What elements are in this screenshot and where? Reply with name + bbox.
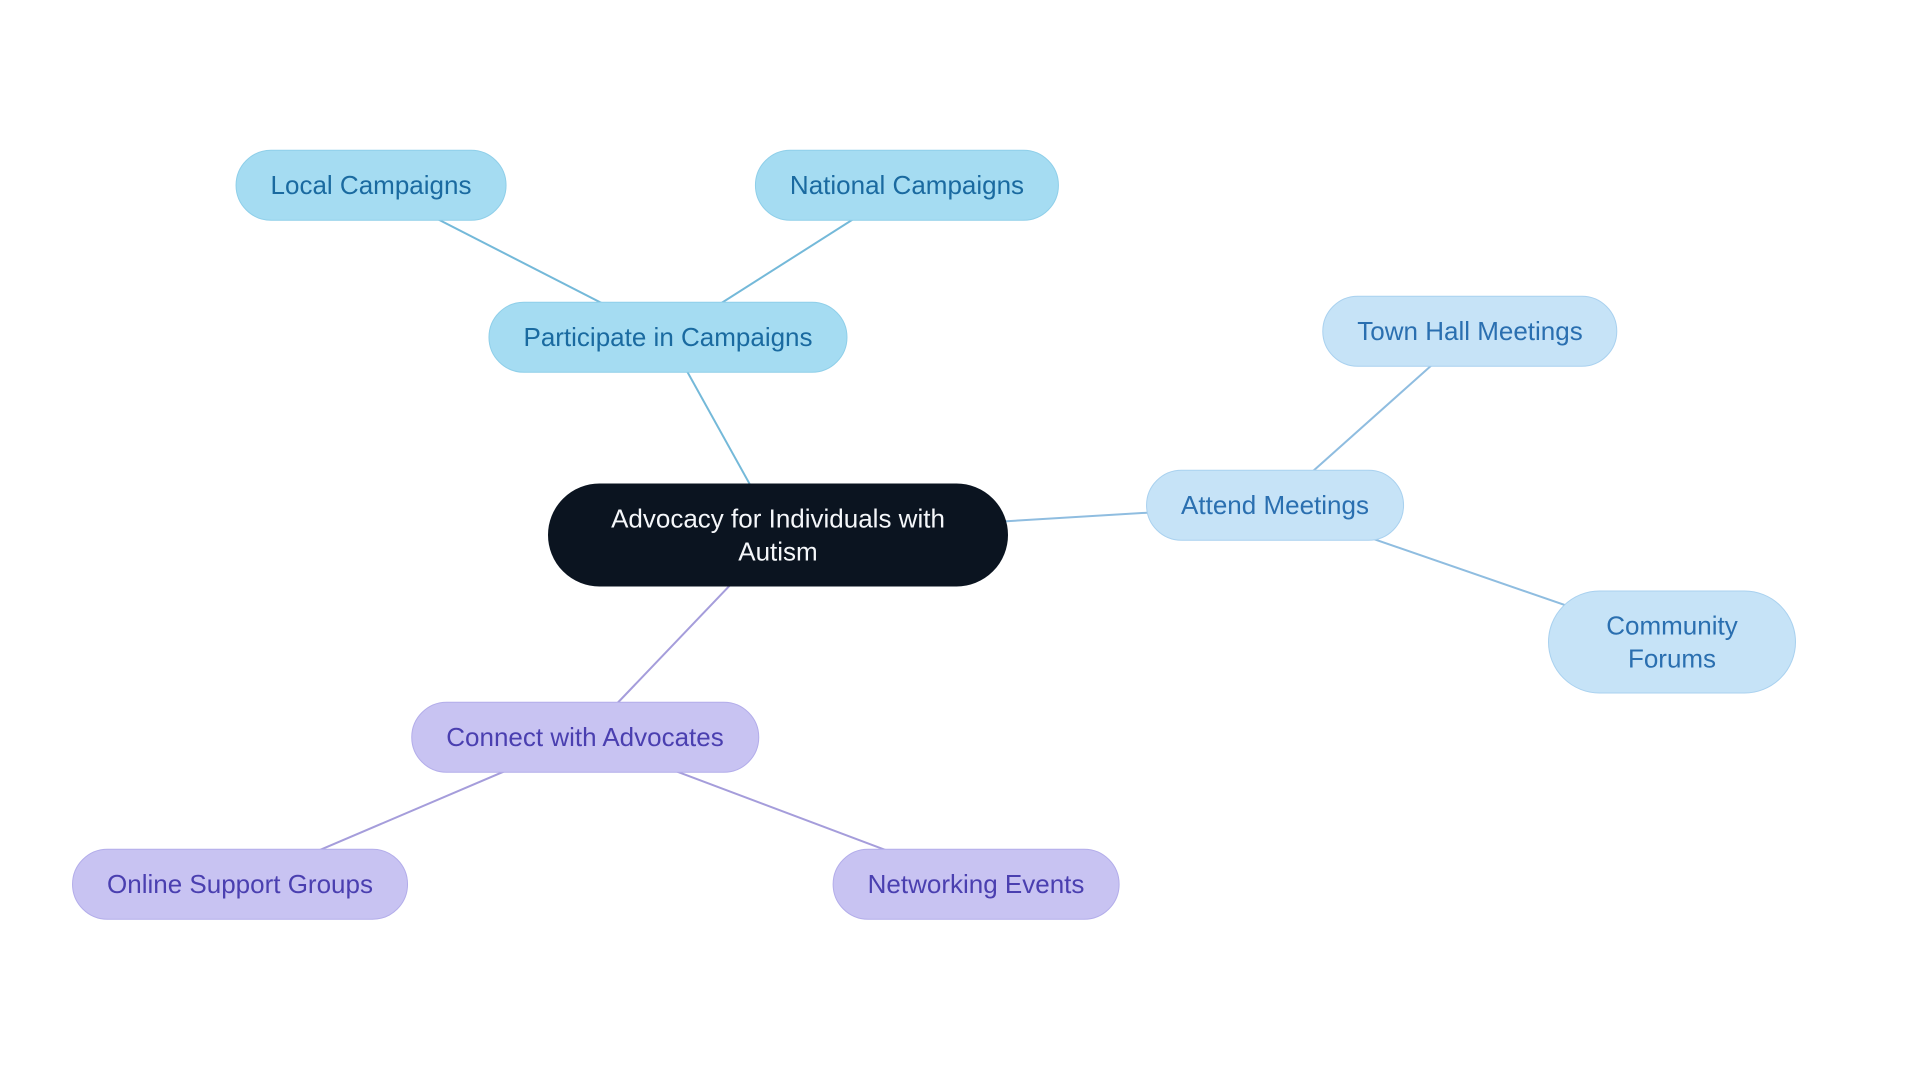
node-townhall: Town Hall Meetings [1322, 296, 1617, 367]
node-national: National Campaigns [755, 150, 1059, 221]
node-campaigns: Participate in Campaigns [488, 302, 847, 373]
node-root: Advocacy for Individuals with Autism [548, 484, 1008, 587]
node-forums: Community Forums [1548, 591, 1796, 694]
node-meetings: Attend Meetings [1146, 470, 1404, 541]
node-online: Online Support Groups [72, 849, 408, 920]
node-advocates: Connect with Advocates [411, 702, 759, 773]
node-local: Local Campaigns [236, 150, 507, 221]
node-networking: Networking Events [833, 849, 1120, 920]
mindmap-canvas: Advocacy for Individuals with Autism Part… [0, 0, 1920, 1083]
